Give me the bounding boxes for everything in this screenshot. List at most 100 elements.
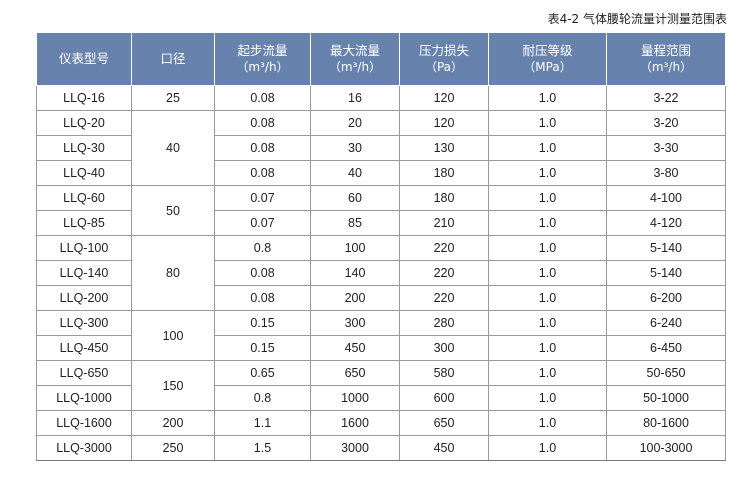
cell-pressure-loss: 220 [399, 260, 489, 286]
cell-pressure-loss: 280 [399, 310, 489, 336]
cell-pressure-loss: 300 [399, 335, 489, 361]
cell-model: LLQ-1600 [36, 410, 132, 436]
cell-model: LLQ-85 [36, 210, 132, 236]
cell-model: LLQ-100 [36, 235, 132, 261]
cell-start-flow: 0.08 [214, 85, 311, 111]
table-row: LLQ-300 100 0.15 300 280 1.0 6-240 [36, 310, 726, 361]
cell-pressure-rating: 1.0 [488, 85, 607, 111]
cell-pressure-loss: 130 [399, 135, 489, 161]
cell-model: LLQ-450 [36, 335, 132, 361]
header-measure-range: 量程范围 （m³/h） [606, 32, 726, 86]
table-row: LLQ-200 0.08 200 220 1.0 6-200 [36, 285, 726, 311]
cell-max-flow: 450 [310, 335, 400, 361]
cell-pressure-rating: 1.0 [488, 335, 607, 361]
cell-max-flow: 200 [310, 285, 400, 311]
table-row: LLQ-85 0.07 85 210 1.0 4-120 [36, 210, 726, 236]
cell-pressure-loss: 120 [399, 85, 489, 111]
cell-pressure-rating: 1.0 [488, 410, 607, 436]
header-max-flow: 最大流量 （m³/h） [310, 32, 400, 86]
table-row: LLQ-40 0.08 40 180 1.0 3-80 [36, 160, 726, 186]
cell-start-flow: 0.08 [214, 285, 311, 311]
header-unit: （MPa） [523, 60, 572, 74]
table-row: LLQ-30 0.08 30 130 1.0 3-30 [36, 135, 726, 161]
table-row: LLQ-16 25 0.08 16 120 1.0 3-22 [36, 85, 726, 111]
cell-measure-range: 100-3000 [606, 435, 726, 461]
cell-pressure-rating: 1.0 [488, 385, 607, 411]
table-row: LLQ-140 0.08 140 220 1.0 5-140 [36, 260, 726, 286]
cell-max-flow: 650 [310, 360, 400, 386]
cell-pressure-rating: 1.0 [488, 435, 607, 461]
cell-max-flow: 85 [310, 210, 400, 236]
table-row: LLQ-1600 200 1.1 1600 650 1.0 80-1600 [36, 410, 726, 436]
cell-max-flow: 100 [310, 235, 400, 261]
cell-measure-range: 6-450 [606, 335, 726, 361]
header-unit: （m³/h） [236, 60, 289, 74]
table-header: 仪表型号 口径 起步流量 （m³/h） 最大流量 （m³/h） 压力损失 （Pa） 耐… [36, 32, 726, 86]
cell-max-flow: 1000 [310, 385, 400, 411]
header-pressure-loss: 压力损失 （Pa） [399, 32, 489, 86]
cell-measure-range: 80-1600 [606, 410, 726, 436]
cell-model: LLQ-140 [36, 260, 132, 286]
cell-start-flow: 0.07 [214, 210, 311, 236]
cell-start-flow: 0.15 [214, 335, 311, 361]
cell-bore: 200 [131, 410, 215, 436]
cell-measure-range: 50-1000 [606, 385, 726, 411]
cell-bore: 25 [131, 85, 215, 111]
cell-pressure-rating: 1.0 [488, 185, 607, 211]
cell-start-flow: 0.08 [214, 110, 311, 136]
cell-max-flow: 1600 [310, 410, 400, 436]
cell-max-flow: 3000 [310, 435, 400, 461]
cell-model: LLQ-20 [36, 110, 132, 136]
cell-pressure-loss: 450 [399, 435, 489, 461]
cell-model: LLQ-30 [36, 135, 132, 161]
cell-measure-range: 3-30 [606, 135, 726, 161]
cell-pressure-loss: 650 [399, 410, 489, 436]
cell-measure-range: 3-22 [606, 85, 726, 111]
header-row: 仪表型号 口径 起步流量 （m³/h） 最大流量 （m³/h） 压力损失 （Pa） 耐… [36, 32, 726, 86]
cell-max-flow: 40 [310, 160, 400, 186]
cell-start-flow: 0.08 [214, 160, 311, 186]
cell-pressure-rating: 1.0 [488, 260, 607, 286]
cell-start-flow: 0.07 [214, 185, 311, 211]
cell-measure-range: 3-80 [606, 160, 726, 186]
cell-start-flow: 0.8 [214, 235, 311, 261]
header-label: 耐压等级 [522, 43, 573, 58]
table-row: LLQ-100 80 0.8 100 220 1.0 5-140 [36, 235, 726, 311]
table-body: LLQ-16 25 0.08 16 120 1.0 3-22 LLQ-20 40 0.08 20 12… [36, 85, 726, 461]
cell-max-flow: 30 [310, 135, 400, 161]
cell-measure-range: 6-240 [606, 310, 726, 336]
table-row: LLQ-20 40 0.08 20 120 1.0 3-20 [36, 110, 726, 186]
header-bore: 口径 [131, 32, 215, 86]
flowmeter-range-table: 仪表型号 口径 起步流量 （m³/h） 最大流量 （m³/h） 压力损失 （Pa） 耐… [36, 32, 726, 461]
header-start-flow: 起步流量 （m³/h） [214, 32, 311, 86]
cell-pressure-loss: 210 [399, 210, 489, 236]
header-label: 口径 [160, 51, 186, 66]
cell-model: LLQ-60 [36, 185, 132, 211]
header-unit: （m³/h） [328, 60, 382, 74]
cell-bore: 40 [131, 110, 215, 186]
header-label: 压力损失 [418, 43, 469, 58]
header-label: 最大流量 [329, 43, 380, 58]
header-label: 仪表型号 [58, 51, 109, 66]
cell-start-flow: 0.8 [214, 385, 311, 411]
header-model: 仪表型号 [36, 32, 132, 86]
cell-pressure-rating: 1.0 [488, 110, 607, 136]
cell-measure-range: 4-100 [606, 185, 726, 211]
header-unit: （Pa） [424, 60, 464, 74]
cell-max-flow: 60 [310, 185, 400, 211]
cell-max-flow: 140 [310, 260, 400, 286]
cell-pressure-loss: 220 [399, 285, 489, 311]
cell-pressure-loss: 600 [399, 385, 489, 411]
cell-pressure-rating: 1.0 [488, 135, 607, 161]
cell-max-flow: 20 [310, 110, 400, 136]
cell-max-flow: 16 [310, 85, 400, 111]
cell-max-flow: 300 [310, 310, 400, 336]
cell-start-flow: 1.1 [214, 410, 311, 436]
cell-measure-range: 50-650 [606, 360, 726, 386]
cell-bore: 150 [131, 360, 215, 411]
cell-pressure-rating: 1.0 [488, 235, 607, 261]
cell-bore: 250 [131, 435, 215, 461]
cell-model: LLQ-16 [36, 85, 132, 111]
cell-model: LLQ-200 [36, 285, 132, 311]
cell-measure-range: 3-20 [606, 110, 726, 136]
